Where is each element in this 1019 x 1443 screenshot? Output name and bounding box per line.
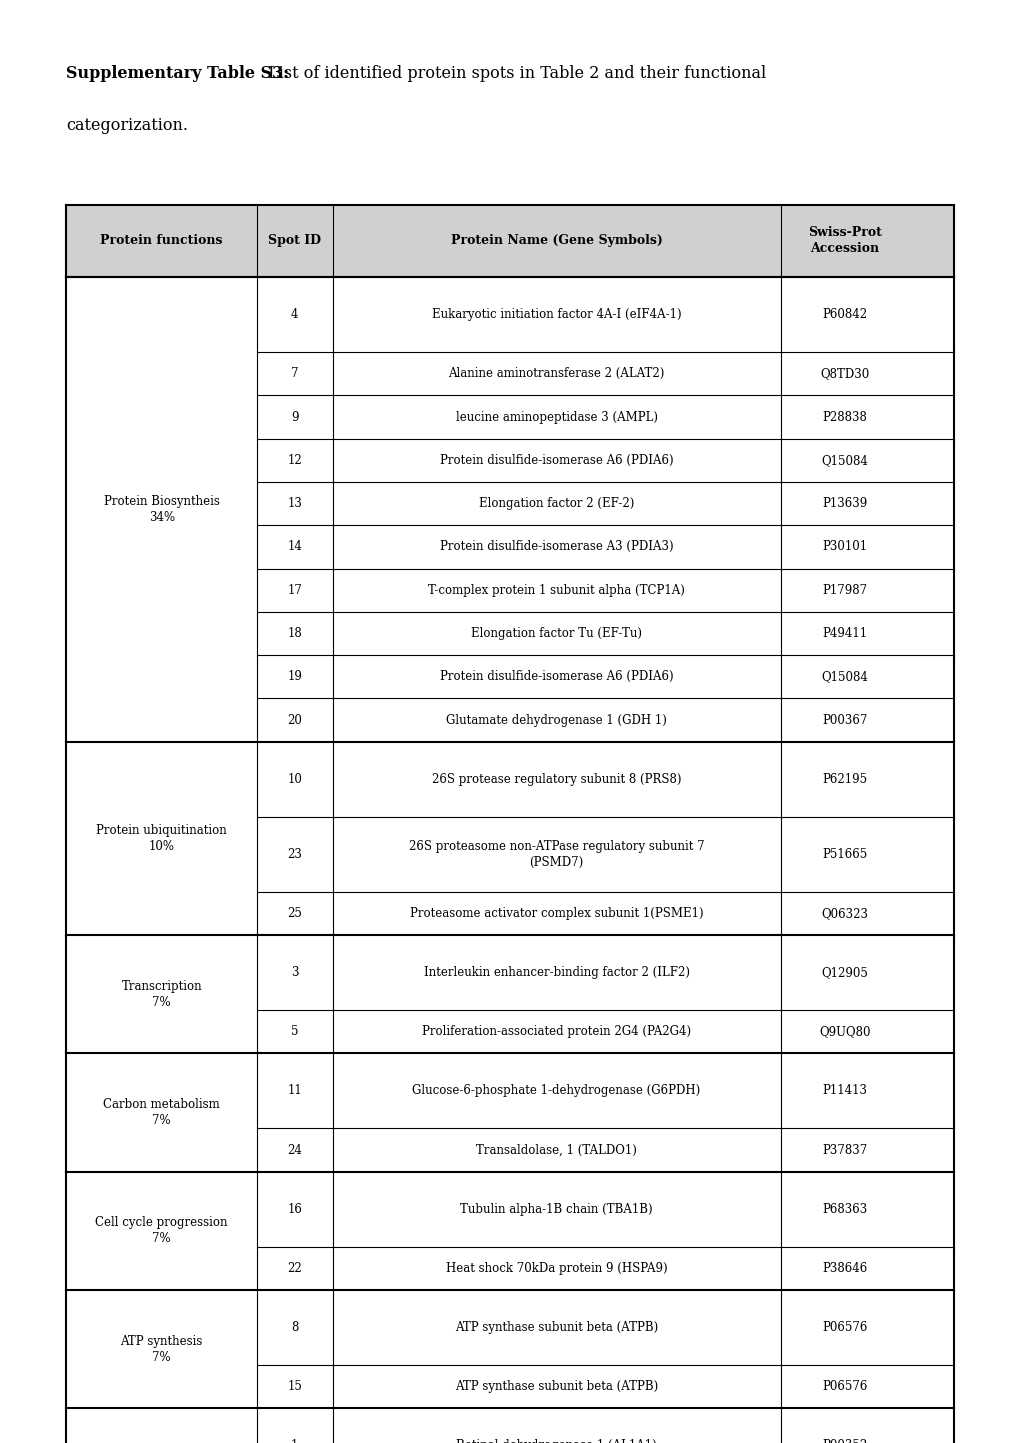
Text: P00367: P00367 [821,713,867,727]
Text: P68363: P68363 [821,1202,867,1216]
Text: 24: 24 [287,1143,302,1157]
Text: P49411: P49411 [821,626,867,641]
Text: P51665: P51665 [821,847,867,861]
Text: 14: 14 [287,540,302,554]
Text: 15: 15 [287,1380,302,1394]
Text: Protein functions: Protein functions [100,234,223,248]
Text: Protein Biosyntheis
34%: Protein Biosyntheis 34% [104,495,219,524]
Text: P06576: P06576 [821,1380,867,1394]
Text: 26S protease regulatory subunit 8 (PRS8): 26S protease regulatory subunit 8 (PRS8) [431,772,681,786]
Text: leucine aminopeptidase 3 (AMPL): leucine aminopeptidase 3 (AMPL) [455,410,657,424]
Text: Heat shock 70kDa protein 9 (HSPA9): Heat shock 70kDa protein 9 (HSPA9) [445,1261,666,1276]
Text: P13639: P13639 [821,496,867,511]
Text: 20: 20 [287,713,302,727]
Text: P11413: P11413 [821,1084,866,1098]
Text: P37837: P37837 [821,1143,867,1157]
Text: Protein ubiquitination
10%: Protein ubiquitination 10% [96,824,227,853]
Text: Protein disulfide-isomerase A6 (PDIA6): Protein disulfide-isomerase A6 (PDIA6) [439,453,673,468]
Text: 18: 18 [287,626,302,641]
Text: 3: 3 [290,965,299,980]
Text: Protein disulfide-isomerase A3 (PDIA3): Protein disulfide-isomerase A3 (PDIA3) [439,540,673,554]
Text: Q8TD30: Q8TD30 [819,367,869,381]
Text: P00352: P00352 [821,1439,867,1443]
Text: ATP synthase subunit beta (ATPB): ATP synthase subunit beta (ATPB) [454,1320,657,1335]
Text: Interleukin enhancer-binding factor 2 (ILF2): Interleukin enhancer-binding factor 2 (I… [423,965,689,980]
Text: Glucose-6-phosphate 1-dehydrogenase (G6PDH): Glucose-6-phosphate 1-dehydrogenase (G6P… [412,1084,700,1098]
Bar [66,205,953,277]
Text: 13: 13 [287,496,302,511]
Text: Retinal dehydrogenase 1 (AL1A1): Retinal dehydrogenase 1 (AL1A1) [455,1439,656,1443]
Text: 26S proteasome non-ATPase regulatory subunit 7
(PSMD7): 26S proteasome non-ATPase regulatory sub… [409,840,704,869]
Text: 7: 7 [290,367,299,381]
Text: Proliferation-associated protein 2G4 (PA2G4): Proliferation-associated protein 2G4 (PA… [422,1025,691,1039]
Text: 5: 5 [290,1025,299,1039]
Text: Glutamate dehydrogenase 1 (GDH 1): Glutamate dehydrogenase 1 (GDH 1) [445,713,666,727]
Text: Q06323: Q06323 [820,906,867,921]
Text: Q15084: Q15084 [820,453,867,468]
Text: Elongation factor Tu (EF-Tu): Elongation factor Tu (EF-Tu) [471,626,641,641]
Text: P60842: P60842 [821,307,867,322]
Text: P28838: P28838 [821,410,866,424]
Text: Transcription
7%: Transcription 7% [121,980,202,1009]
Text: categorization.: categorization. [66,117,189,134]
Text: Transaldolase, 1 (TALDO1): Transaldolase, 1 (TALDO1) [476,1143,637,1157]
Text: 16: 16 [287,1202,302,1216]
Text: Q15084: Q15084 [820,670,867,684]
Text: 9: 9 [290,410,299,424]
Text: P62195: P62195 [821,772,867,786]
Text: ATP synthesis
7%: ATP synthesis 7% [120,1335,203,1364]
Text: Protein disulfide-isomerase A6 (PDIA6): Protein disulfide-isomerase A6 (PDIA6) [439,670,673,684]
Text: T-complex protein 1 subunit alpha (TCP1A): T-complex protein 1 subunit alpha (TCP1A… [428,583,685,597]
Text: P17987: P17987 [821,583,867,597]
Text: 23: 23 [287,847,302,861]
Text: P30101: P30101 [821,540,867,554]
Text: ATP synthase subunit beta (ATPB): ATP synthase subunit beta (ATPB) [454,1380,657,1394]
Text: Swiss-Prot
Accession: Swiss-Prot Accession [807,227,881,255]
Text: Q9UQ80: Q9UQ80 [818,1025,870,1039]
Text: 12: 12 [287,453,302,468]
Text: Elongation factor 2 (EF-2): Elongation factor 2 (EF-2) [479,496,634,511]
Text: Carbon metabolism
7%: Carbon metabolism 7% [103,1098,220,1127]
Text: Proteasome activator complex subunit 1(PSME1): Proteasome activator complex subunit 1(P… [410,906,703,921]
Text: Q12905: Q12905 [820,965,867,980]
Text: 1: 1 [290,1439,299,1443]
Text: Tubulin alpha-1B chain (TBA1B): Tubulin alpha-1B chain (TBA1B) [460,1202,652,1216]
Text: Cell cycle progression
7%: Cell cycle progression 7% [96,1216,227,1245]
Text: Supplementary Table S3:: Supplementary Table S3: [66,65,289,82]
Text: Spot ID: Spot ID [268,234,321,248]
Text: 8: 8 [290,1320,299,1335]
Text: 11: 11 [287,1084,302,1098]
Text: P06576: P06576 [821,1320,867,1335]
Text: Eukaryotic initiation factor 4A-I (eIF4A-1): Eukaryotic initiation factor 4A-I (eIF4A… [431,307,681,322]
Text: 4: 4 [290,307,299,322]
Text: P38646: P38646 [821,1261,867,1276]
Text: List of identified protein spots in Table 2 and their functional: List of identified protein spots in Tabl… [263,65,765,82]
Text: Protein Name (Gene Symbols): Protein Name (Gene Symbols) [450,234,662,248]
Text: 10: 10 [287,772,302,786]
Text: 19: 19 [287,670,302,684]
Text: Alanine aminotransferase 2 (ALAT2): Alanine aminotransferase 2 (ALAT2) [448,367,664,381]
Text: 17: 17 [287,583,302,597]
Text: 25: 25 [287,906,302,921]
Text: 22: 22 [287,1261,302,1276]
